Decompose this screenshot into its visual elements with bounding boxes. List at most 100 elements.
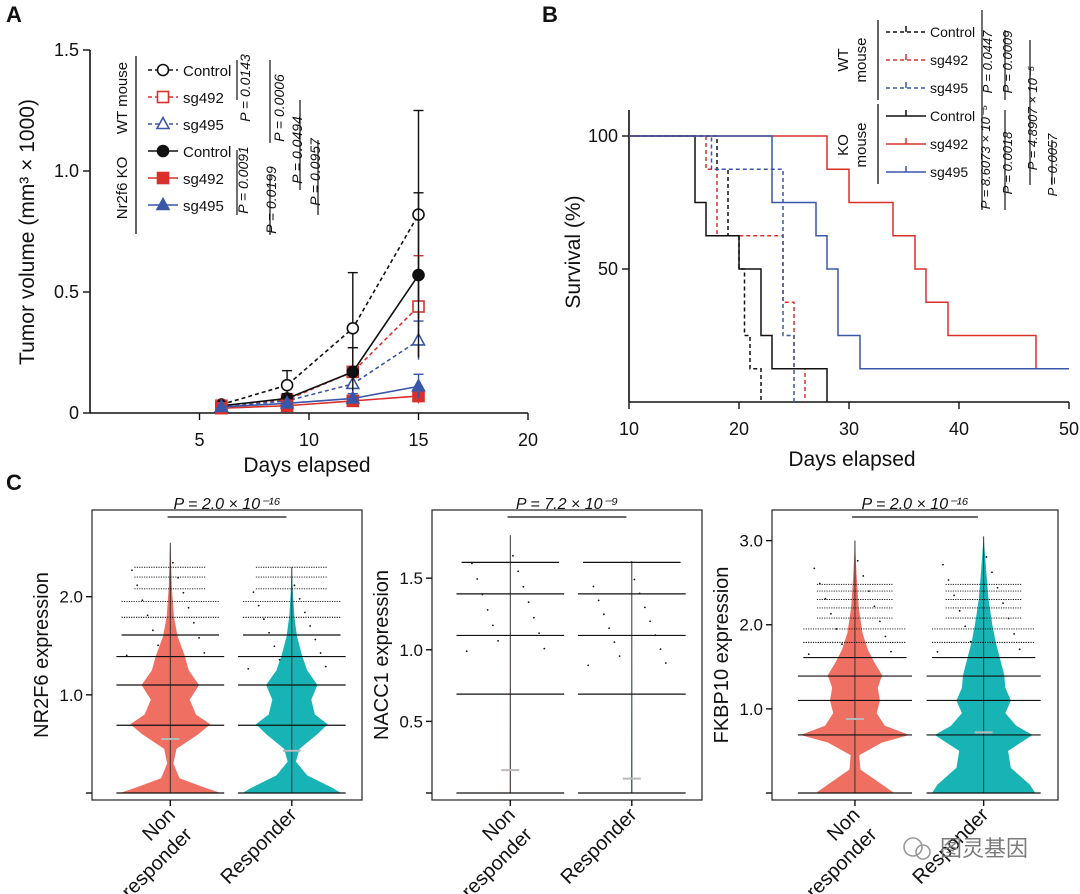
outlier-point: [807, 653, 810, 656]
outlier-point: [618, 655, 621, 657]
outlier-point: [471, 562, 473, 565]
panel-b-x-tick-label: 20: [729, 419, 749, 439]
y-tick-label: 3.0: [739, 532, 763, 551]
outlier-point: [969, 640, 972, 643]
outlier-point: [958, 609, 961, 612]
pvalue-label: P = 0.0199: [263, 166, 279, 234]
legend-marker: [155, 196, 171, 211]
panel-a-y-label: Tumor volume (mm³ × 1000): [16, 99, 39, 365]
panel-a-y-tick-label: 1.5: [54, 40, 79, 60]
outlier-point: [813, 567, 816, 570]
outlier-point: [587, 664, 590, 667]
panel-a-legend: Control sg492 sg495 Control sg492 sg495 WT mou…: [114, 56, 231, 234]
panel-a-x-tick-label: 5: [194, 430, 204, 450]
panel-b-y-tick-label: 100: [588, 126, 618, 146]
outlier-point: [862, 575, 865, 577]
category-label-line: Responder: [217, 804, 302, 889]
series-line: [221, 214, 420, 406]
plot-frame: [771, 509, 1059, 801]
outlier-point: [157, 644, 159, 647]
violin-responder: Responder: [217, 566, 346, 889]
outlier-point: [659, 648, 662, 651]
panel-a-x-tick-label: 20: [518, 430, 538, 450]
legend-group-label: mouse: [853, 122, 870, 167]
outlier-point: [654, 634, 657, 637]
legend-marker: [155, 115, 171, 130]
outlier-point: [182, 591, 185, 594]
panel-b-y-label: Survival (%): [562, 195, 585, 308]
legend-label: Control: [930, 24, 975, 40]
legend-label: sg495: [930, 80, 968, 96]
wechat-icon: [903, 837, 923, 857]
outlier-point: [936, 650, 939, 653]
y-axis-label: NACC1 expression: [371, 570, 393, 740]
y-tick-label: 1.0: [59, 686, 83, 705]
pvalue-label: P = 0.0009: [1000, 31, 1015, 94]
pvalue-label: P = 0.0057: [1045, 133, 1060, 197]
significance-pvalue: P = 2.0 × 10⁻¹⁶: [174, 496, 281, 513]
pvalue-label: P = 0.0018: [1000, 131, 1015, 195]
outlier-point: [873, 605, 876, 608]
outlier-point: [273, 645, 276, 648]
outlier-point: [187, 606, 190, 609]
pvalue-label: P = 0.0957: [307, 137, 323, 206]
outlier-point: [491, 624, 494, 627]
outlier-point: [309, 625, 312, 627]
legend-marker: [156, 90, 170, 104]
panel-a-x-tick-label: 15: [408, 430, 428, 450]
outlier-point: [649, 620, 652, 623]
data-point: [346, 365, 360, 379]
violin-panel-2: P = 7.2 × 10⁻⁹ 0.5 1.0 1.5 NACC1 expression N…: [371, 496, 703, 894]
outlier-point: [942, 563, 944, 566]
outlier-point: [608, 627, 611, 630]
outlier-point: [964, 625, 967, 628]
panel-label-a: A: [6, 2, 22, 27]
panel-label-c: C: [6, 470, 22, 495]
significance-pvalue: P = 2.0 × 10⁻¹⁶: [862, 496, 969, 513]
pvalue-label: P = 0.0494: [289, 116, 305, 184]
legend-label: Control: [183, 63, 231, 80]
outlier-point: [136, 584, 139, 587]
outlier-point: [602, 613, 605, 616]
outlier-point: [1018, 648, 1021, 651]
outlier-point: [131, 569, 133, 572]
outlier-point: [856, 559, 859, 562]
panel-a-series-ko-control: [215, 192, 425, 413]
data-point: [345, 390, 361, 404]
outlier-point: [878, 620, 881, 623]
legend-group-label: KO: [835, 134, 852, 156]
data-point: [411, 378, 426, 392]
panel-b-x-tick-label: 40: [949, 419, 969, 439]
outlier-point: [613, 641, 616, 644]
panel-a-x-label: Days elapsed: [243, 454, 370, 477]
outlier-point: [177, 576, 180, 579]
outlier-point: [592, 585, 595, 588]
outlier-point: [543, 647, 546, 650]
pvalue-label: P = 4.8907 × 10⁻⁵: [1025, 65, 1040, 170]
panel-b-x-label: Days elapsed: [788, 448, 915, 471]
outlier-point: [497, 639, 499, 642]
series-line: [221, 385, 419, 408]
outlier-point: [527, 601, 530, 604]
category-label: Responder: [557, 804, 642, 889]
pvalue-label: P = 8.6073 × 10⁻⁵: [978, 104, 993, 209]
outlier-point: [172, 561, 174, 564]
data-point: [346, 321, 360, 335]
outlier-point: [252, 591, 255, 593]
outlier-point: [198, 636, 200, 639]
outlier-point: [597, 599, 600, 602]
y-axis-label: NR2F6 expression: [31, 572, 53, 738]
outlier-point: [293, 584, 296, 587]
outlier-point: [643, 606, 646, 609]
outlier-point: [996, 586, 999, 589]
panel-a-y-tick-label: 0: [69, 403, 79, 423]
outlier-point: [465, 650, 468, 653]
outlier-point: [319, 652, 322, 654]
